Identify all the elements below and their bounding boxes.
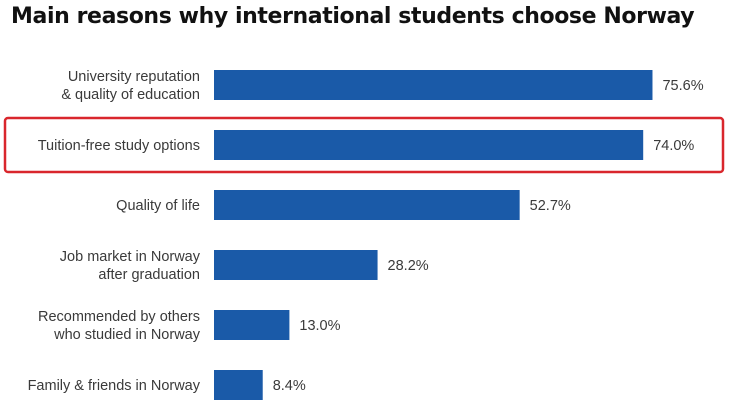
category-label: & quality of education [61,87,200,103]
data-label: 13.0% [299,318,340,334]
highlight-box [3,116,725,174]
category-label: Job market in Norway [60,249,201,265]
data-label: 75.6% [662,78,703,94]
data-label: 28.2% [388,258,429,274]
category-label: University reputation [68,69,200,85]
bar [214,70,653,100]
category-label: after graduation [98,267,200,283]
category-label: Family & friends in Norway [28,378,201,394]
category-label: Quality of life [116,198,200,214]
data-label: 74.0% [653,138,694,154]
bar [214,370,263,400]
bar [214,190,520,220]
bar [214,250,378,280]
bar [214,310,290,340]
data-label: 8.4% [273,378,306,394]
chart-title: Main reasons why international students … [11,4,695,29]
category-label: Recommended by others [38,309,200,325]
category-label: Tuition-free study options [38,138,200,154]
bar [214,130,644,160]
category-label: who studied in Norway [53,327,201,343]
data-label: 52.7% [530,198,571,214]
